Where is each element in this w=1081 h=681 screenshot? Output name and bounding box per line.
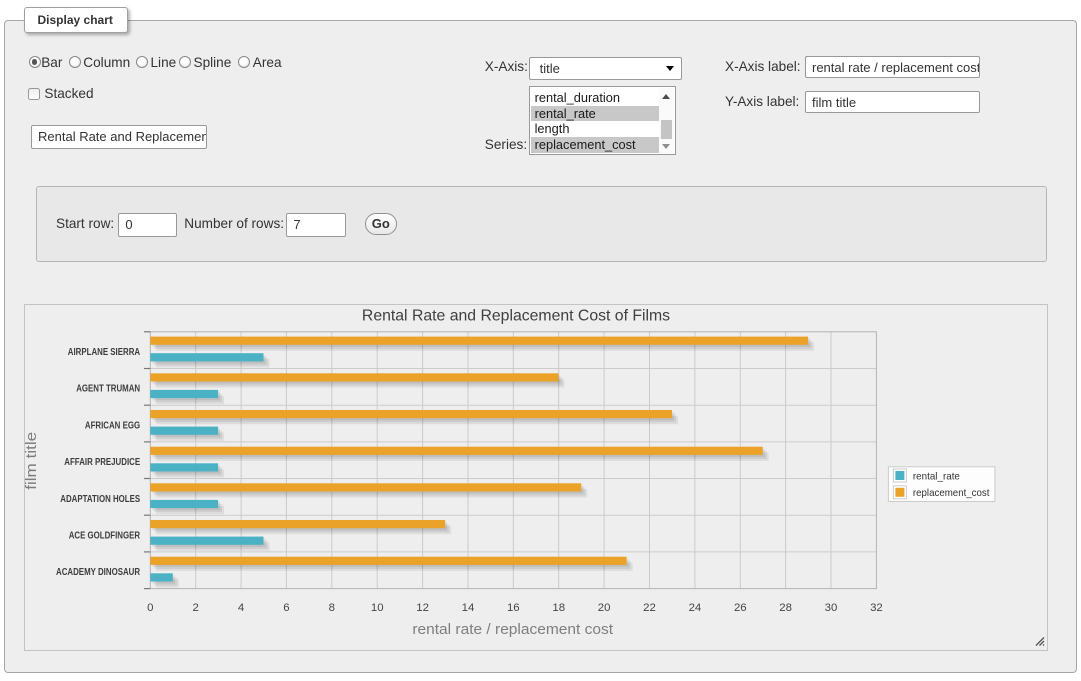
svg-text:26: 26 xyxy=(734,602,747,614)
svg-text:4: 4 xyxy=(238,602,244,614)
svg-text:rental_rate: rental_rate xyxy=(913,470,960,482)
svg-text:AGENT TRUMAN: AGENT TRUMAN xyxy=(76,384,140,395)
svg-text:10: 10 xyxy=(371,602,384,614)
svg-text:AIRPLANE SIERRA: AIRPLANE SIERRA xyxy=(68,347,140,358)
svg-text:22: 22 xyxy=(643,602,656,614)
svg-text:rental rate / replacement cost: rental rate / replacement cost xyxy=(412,622,613,638)
svg-text:8: 8 xyxy=(329,602,335,614)
svg-text:6: 6 xyxy=(283,602,289,614)
svg-text:30: 30 xyxy=(825,602,838,614)
svg-text:14: 14 xyxy=(462,602,475,614)
svg-text:2: 2 xyxy=(193,602,199,614)
svg-text:24: 24 xyxy=(689,602,702,614)
svg-text:replacement_cost: replacement_cost xyxy=(913,487,990,499)
svg-text:film title: film title xyxy=(24,432,40,490)
svg-text:ACADEMY DINOSAUR: ACADEMY DINOSAUR xyxy=(56,567,141,578)
svg-text:Rental Rate and Replacement Co: Rental Rate and Replacement Cost of Film… xyxy=(362,307,670,324)
svg-text:ACE GOLDFINGER: ACE GOLDFINGER xyxy=(69,531,141,542)
svg-text:AFFAIR PREJUDICE: AFFAIR PREJUDICE xyxy=(64,457,140,468)
svg-text:28: 28 xyxy=(779,602,792,614)
svg-text:18: 18 xyxy=(552,602,565,614)
svg-text:32: 32 xyxy=(870,602,883,614)
svg-text:12: 12 xyxy=(416,602,429,614)
svg-text:20: 20 xyxy=(598,602,611,614)
svg-text:AFRICAN EGG: AFRICAN EGG xyxy=(85,420,140,431)
svg-text:ADAPTATION HOLES: ADAPTATION HOLES xyxy=(60,494,140,505)
svg-text:0: 0 xyxy=(147,602,153,614)
svg-text:16: 16 xyxy=(507,602,520,614)
